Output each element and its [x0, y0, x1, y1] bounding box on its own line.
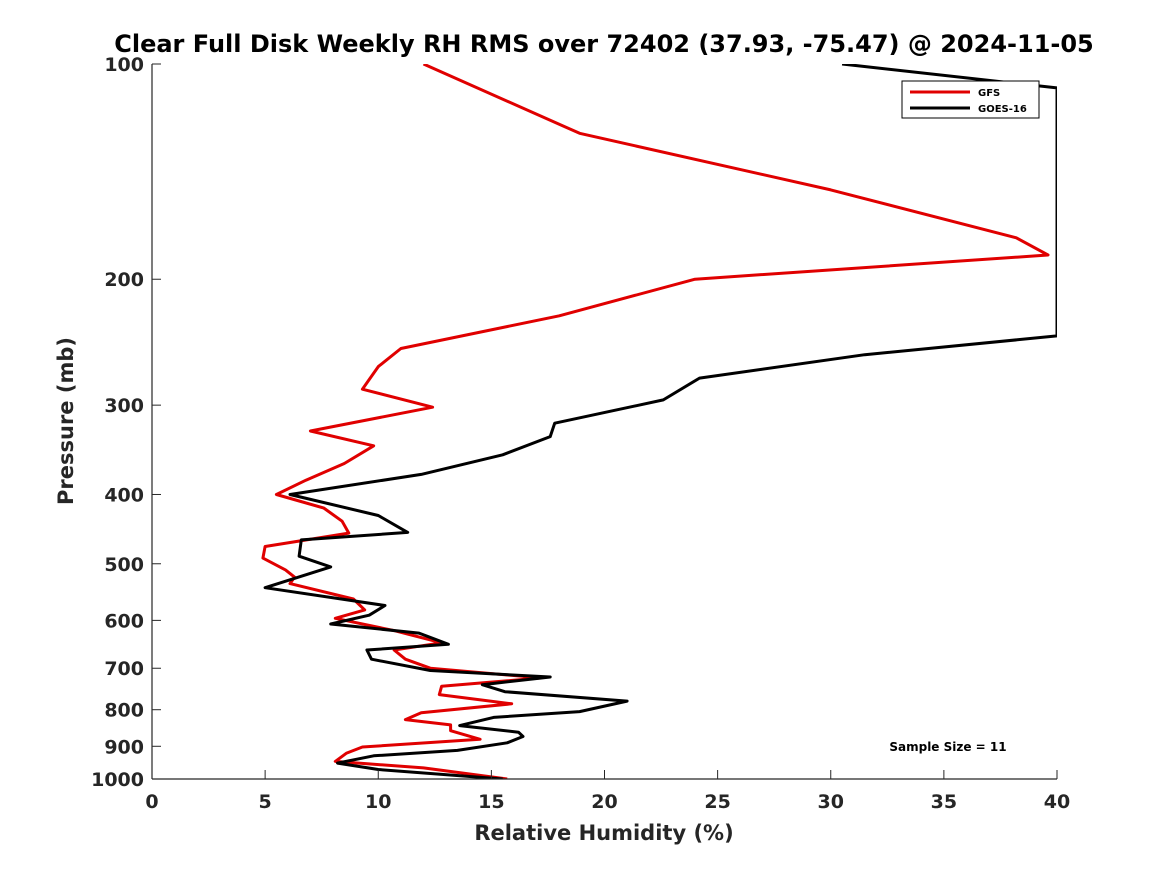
y-tick-label: 300 [104, 395, 144, 417]
x-tick-label: 15 [478, 791, 504, 813]
y-tick-label: 1000 [91, 769, 144, 791]
y-tick-label: 200 [104, 269, 144, 291]
legend-label-goes-16: GOES-16 [978, 104, 1027, 115]
legend: GFS GOES-16 [901, 80, 1040, 119]
x-tick-label: 35 [931, 791, 957, 813]
x-axis-label: Relative Humidity (%) [474, 821, 733, 845]
x-tick-label: 20 [591, 791, 617, 813]
x-tick-label: 40 [1044, 791, 1070, 813]
y-tick-label: 900 [104, 736, 144, 758]
y-tick-label: 700 [104, 658, 144, 680]
y-axis-label: Pressure (mb) [54, 337, 78, 505]
x-tick-label: 0 [145, 791, 158, 813]
x-tick-label: 10 [365, 791, 391, 813]
legend-label-gfs: GFS [978, 88, 1000, 99]
x-tick-label: 5 [259, 791, 272, 813]
y-tick-label: 400 [104, 484, 144, 506]
y-tick-label: 600 [104, 610, 144, 632]
y-tick-label: 500 [104, 554, 144, 576]
axes-group: 0 5 10 15 20 25 30 35 40 100 200 300 400 500 600 700 800… [91, 54, 1070, 813]
y-tick-label: 800 [104, 700, 144, 722]
chart-title: Clear Full Disk Weekly RH RMS over 72402… [114, 30, 1094, 58]
plot-series-group [261, 64, 1057, 779]
series-line-goes-16 [263, 64, 1057, 779]
annotation-sample-size: Sample Size = 11 [889, 740, 1006, 754]
x-tick-label: 25 [704, 791, 730, 813]
y-tick-label: 100 [104, 54, 144, 76]
legend-box [901, 80, 1040, 119]
x-tick-label: 30 [818, 791, 844, 813]
